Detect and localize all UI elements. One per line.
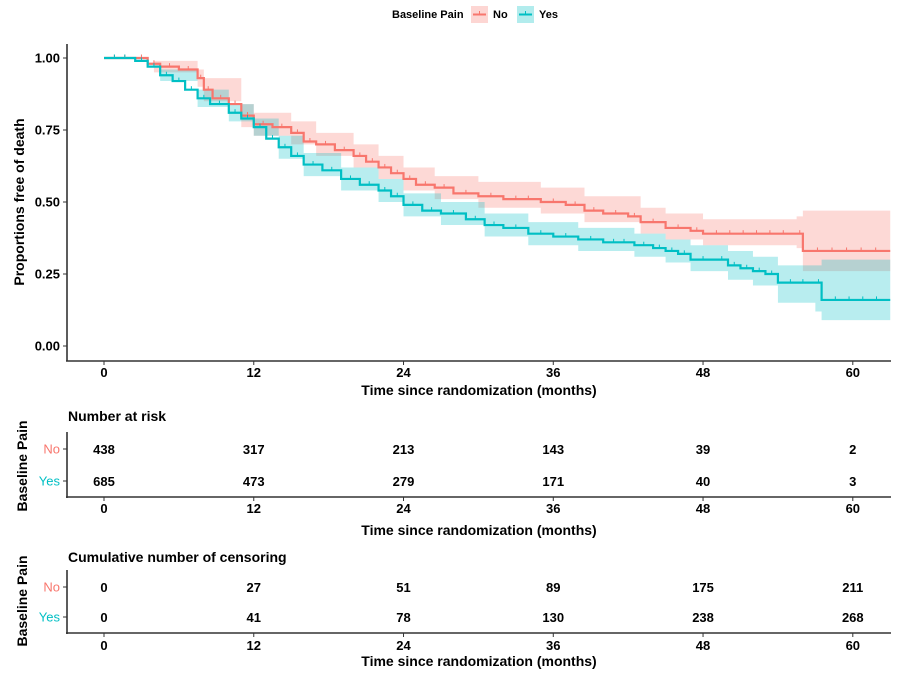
risk-table-cells: No 438 317 213 143 39 2 Yes 685 473 279 171 40 3 0 12 24…	[39, 442, 860, 517]
table-cell: 268	[842, 610, 864, 625]
risk-table-xlabel: Time since randomization (months)	[361, 522, 596, 538]
table-row-label-no: No	[43, 442, 60, 457]
ci-band-no	[104, 58, 891, 272]
x-tick-label: 12	[247, 365, 261, 380]
y-tick-label: 0.00	[35, 339, 60, 354]
table-cell: 89	[546, 580, 560, 595]
risk-cells-x-tick-label: 0	[100, 501, 107, 516]
censor-cells-x-tick-label: 60	[846, 638, 860, 653]
table-cell: 175	[692, 580, 714, 595]
risk-table: Number at risk Baseline Pain No 438 317 213…	[14, 408, 891, 538]
confidence-bands	[104, 58, 891, 321]
table-cell: 685	[93, 474, 115, 489]
survival-plot: 0.00 0.25 0.50 0.75 1.00 0 12 24 36 48 60 Time si…	[11, 44, 891, 398]
censor-cells-x-tick-label: 24	[396, 638, 411, 653]
table-cell: 213	[393, 442, 415, 457]
censor-table-title: Cumulative number of censoring	[68, 549, 287, 565]
x-tick-label: 24	[396, 365, 411, 380]
table-cell: 41	[247, 610, 261, 625]
censor-cells-x-tick-label: 48	[696, 638, 710, 653]
table-row-label-yes: Yes	[39, 474, 61, 489]
table-cell: 211	[842, 580, 863, 595]
table-cell: 438	[93, 442, 115, 457]
legend-title: Baseline Pain	[392, 9, 464, 21]
legend-label-no[interactable]: No	[493, 9, 508, 21]
x-tick-label: 60	[846, 365, 860, 380]
table-cell: 40	[696, 474, 710, 489]
legend: Baseline Pain No Yes	[392, 6, 558, 23]
risk-cells-x-tick-label: 36	[546, 501, 560, 516]
censor-cells-x-tick-label: 36	[546, 638, 560, 653]
table-cell: 317	[243, 442, 265, 457]
y-tick-label: 0.25	[35, 267, 60, 282]
x-tick-label: 36	[546, 365, 560, 380]
legend-label-yes[interactable]: Yes	[539, 9, 558, 21]
table-cell: 130	[542, 610, 564, 625]
risk-cells-x-tick-label: 24	[396, 501, 411, 516]
censor-cells-x-tick-label: 0	[100, 638, 107, 653]
risk-table-title: Number at risk	[68, 408, 166, 424]
y-tick-label: 0.50	[35, 195, 60, 210]
table-row-label-yes: Yes	[39, 610, 61, 625]
risk-cells-x-tick-label: 12	[247, 501, 261, 516]
table-cell: 78	[396, 610, 410, 625]
risk-table-ylabel: Baseline Pain	[14, 420, 30, 511]
censor-table: Cumulative number of censoring Baseline …	[14, 549, 891, 669]
table-cell: 0	[100, 580, 107, 595]
x-ticks: 0 12 24 36 48 60	[100, 361, 860, 380]
table-cell: 51	[396, 580, 410, 595]
ci-band-yes	[104, 58, 891, 321]
y-ticks: 0.00 0.25 0.50 0.75 1.00	[35, 51, 67, 354]
x-tick-label: 0	[100, 365, 107, 380]
censor-table-cells: No 0 27 51 89 175 211 Yes 0 41 78 130 238 268 0 12 24 36 4…	[39, 580, 864, 654]
table-cell: 27	[247, 580, 261, 595]
risk-cells-x-tick-label: 48	[696, 501, 710, 516]
table-cell: 2	[849, 442, 856, 457]
y-tick-label: 1.00	[35, 51, 60, 66]
censor-table-xlabel: Time since randomization (months)	[361, 653, 596, 669]
table-cell: 238	[692, 610, 714, 625]
table-cell: 143	[542, 442, 564, 457]
risk-cells-x-tick-label: 60	[846, 501, 860, 516]
table-cell: 171	[542, 474, 564, 489]
x-axis-label: Time since randomization (months)	[361, 382, 596, 398]
table-cell: 3	[849, 474, 856, 489]
table-cell: 39	[696, 442, 710, 457]
y-axis-label: Proportions free of death	[11, 118, 27, 285]
table-cell: 279	[393, 474, 415, 489]
censor-table-ylabel: Baseline Pain	[14, 555, 30, 646]
censor-cells-x-tick-label: 12	[247, 638, 261, 653]
table-row-label-no: No	[43, 580, 60, 595]
table-cell: 0	[100, 610, 107, 625]
survival-curve-yes	[104, 56, 891, 302]
x-tick-label: 48	[696, 365, 710, 380]
censor-marks	[113, 54, 878, 300]
table-cell: 473	[243, 474, 265, 489]
y-tick-label: 0.75	[35, 123, 60, 138]
